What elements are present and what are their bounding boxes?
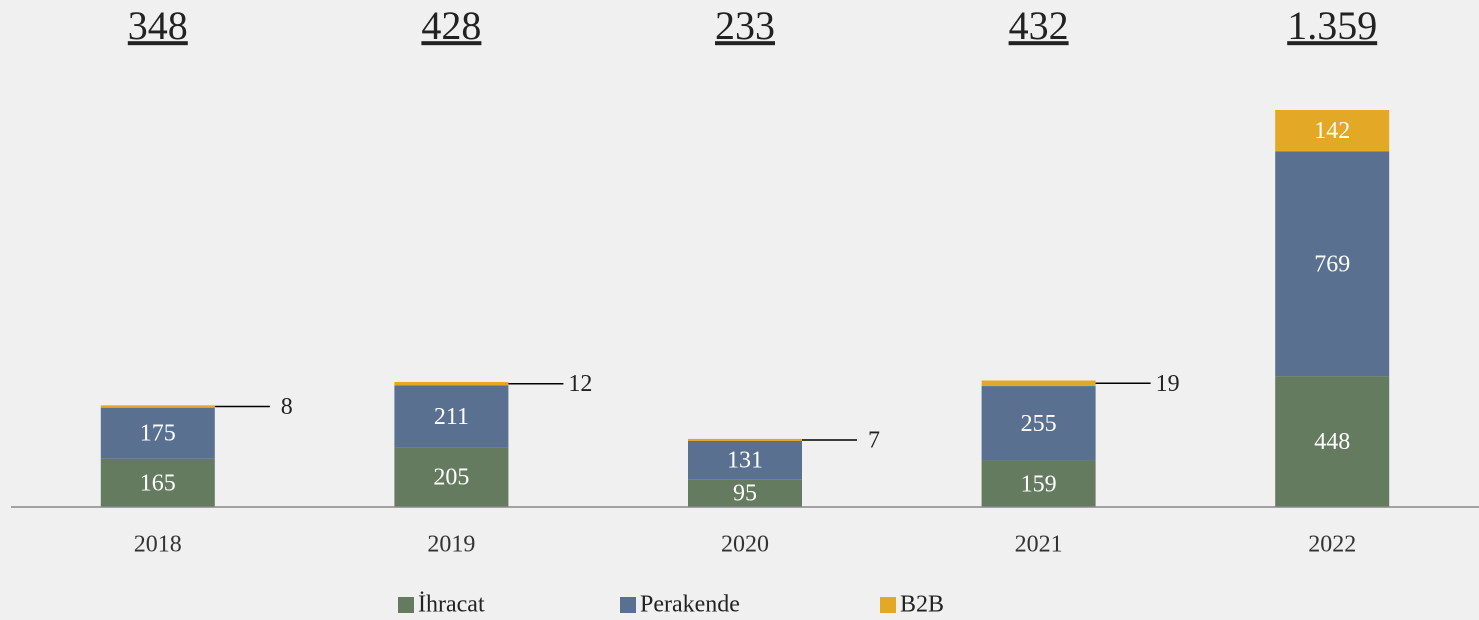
bar-segment bbox=[1275, 151, 1390, 377]
total-label: 432 bbox=[1009, 3, 1069, 48]
bar-segment bbox=[100, 405, 215, 408]
x-tick-label: 2020 bbox=[721, 532, 769, 558]
total-label: 1.359 bbox=[1287, 3, 1377, 48]
data-label: 95 bbox=[733, 481, 757, 507]
x-tick-label: 2019 bbox=[427, 532, 475, 558]
data-label: 211 bbox=[434, 404, 469, 430]
x-tick-label: 2021 bbox=[1015, 532, 1063, 558]
data-label: 255 bbox=[1021, 411, 1057, 437]
bar-segment bbox=[394, 381, 509, 386]
legend-swatch bbox=[880, 597, 896, 613]
data-label: 8 bbox=[281, 394, 293, 420]
data-label: 205 bbox=[433, 465, 469, 491]
legend-swatch bbox=[620, 597, 636, 613]
bar-segment bbox=[1275, 110, 1390, 152]
bar-segment bbox=[394, 447, 509, 507]
bar-segment bbox=[394, 385, 509, 448]
legend-label: B2B bbox=[900, 592, 944, 618]
bar-segment bbox=[981, 460, 1096, 507]
legend-label: Perakende bbox=[640, 592, 740, 618]
bar-segment bbox=[100, 407, 215, 459]
x-tick-label: 2018 bbox=[134, 532, 182, 558]
bar-segment bbox=[1275, 376, 1390, 507]
legend-swatch bbox=[398, 597, 414, 613]
data-label: 769 bbox=[1314, 251, 1350, 277]
data-label: 175 bbox=[140, 421, 176, 447]
data-label: 165 bbox=[140, 470, 176, 496]
data-label: 12 bbox=[568, 371, 592, 397]
bar-segment bbox=[100, 458, 215, 507]
bar-segment bbox=[688, 479, 802, 507]
legend-label: İhracat bbox=[418, 592, 485, 618]
bar-segment bbox=[981, 380, 1096, 387]
data-label: 131 bbox=[727, 448, 763, 474]
data-label: 159 bbox=[1021, 471, 1057, 497]
data-label: 7 bbox=[868, 427, 880, 453]
bar-segment bbox=[688, 440, 802, 480]
total-label: 233 bbox=[715, 3, 775, 48]
bar-segment bbox=[981, 386, 1096, 461]
data-label: 142 bbox=[1314, 118, 1350, 144]
total-label: 428 bbox=[421, 3, 481, 48]
x-tick-label: 2022 bbox=[1308, 532, 1356, 558]
total-label: 348 bbox=[128, 3, 188, 48]
data-label: 448 bbox=[1314, 429, 1350, 455]
data-label: 19 bbox=[1156, 371, 1180, 397]
bar-segment bbox=[688, 438, 802, 441]
